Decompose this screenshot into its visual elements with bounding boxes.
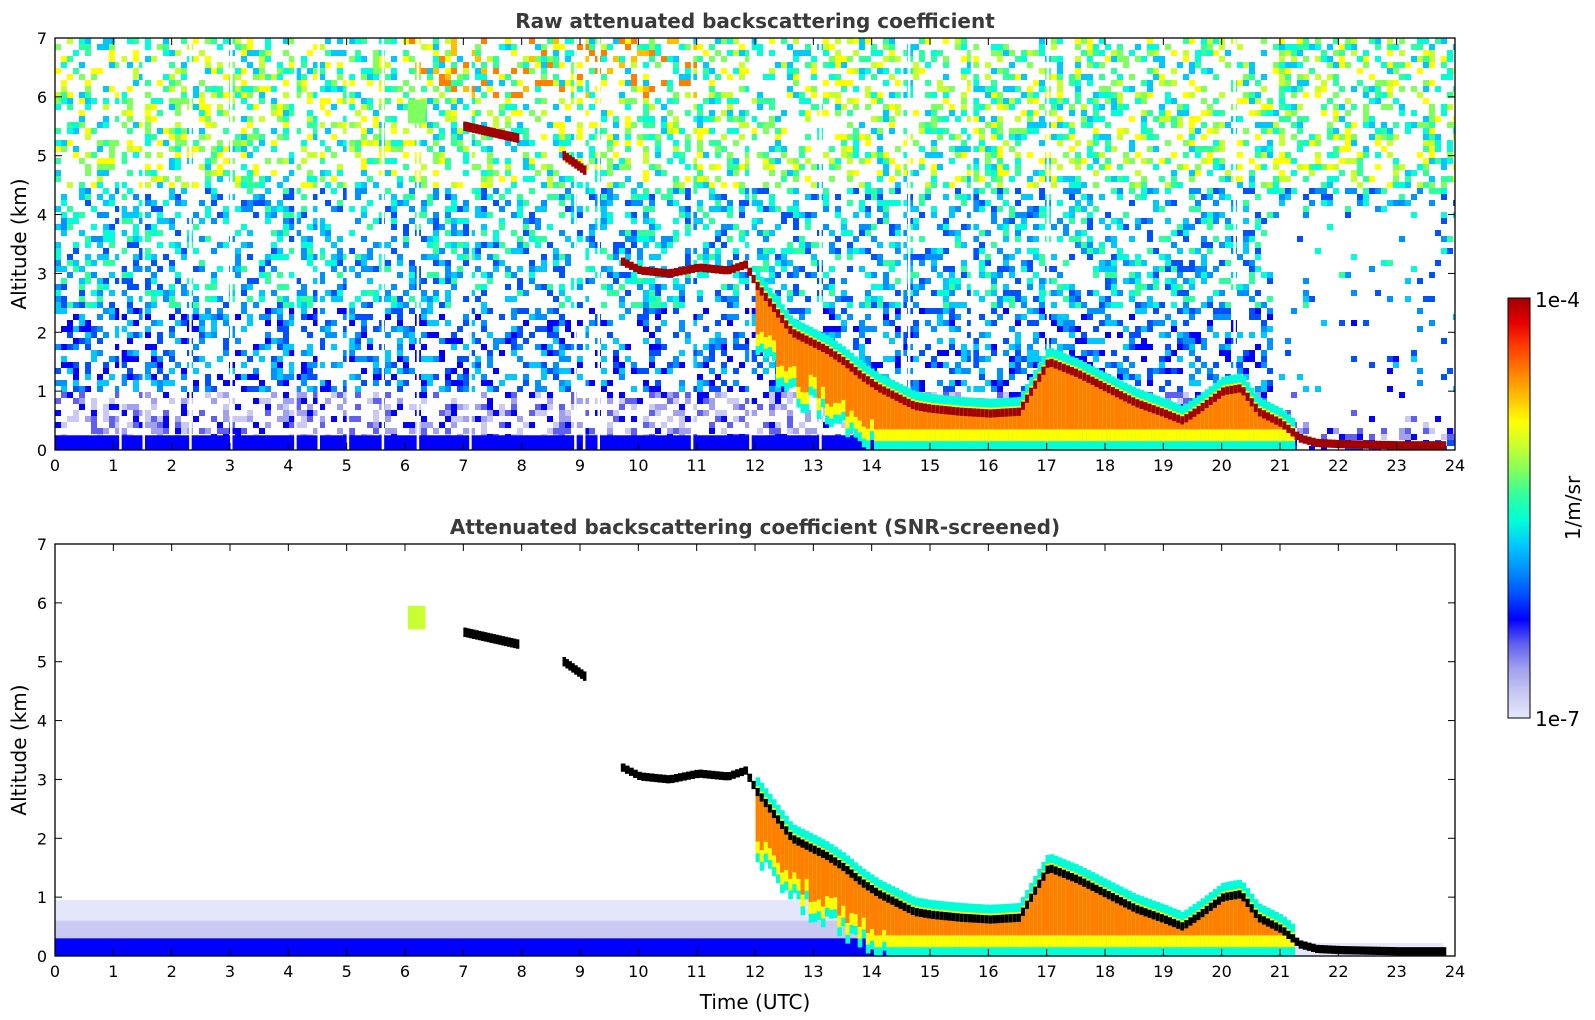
x-tick-label: 15 [920,456,940,475]
y-tick-label: 1 [37,888,47,907]
x-axis-label: Time (UTC) [699,990,811,1014]
x-tick-label: 2 [167,456,177,475]
x-tick-label: 14 [861,456,881,475]
y-tick-label: 0 [37,947,47,966]
x-tick-label: 6 [400,962,410,981]
y-tick-label: 3 [37,264,47,283]
y-tick-label: 0 [37,441,47,460]
x-tick-label: 8 [517,456,527,475]
y-tick-label: 5 [37,147,47,166]
x-tick-label: 8 [517,962,527,981]
x-tick-label: 20 [1211,962,1231,981]
y-tick-label: 6 [37,88,47,107]
raw-panel-title: Raw attenuated backscattering coefficien… [515,9,995,33]
colorbar-unit-label: 1/m/sr [1561,475,1585,540]
x-tick-label: 5 [342,962,352,981]
x-tick-label: 21 [1270,456,1290,475]
screened-backscatter-panel: Attenuated backscattering coefficient (S… [7,515,1465,1014]
x-tick-label: 22 [1328,456,1348,475]
x-tick-label: 21 [1270,962,1290,981]
x-tick-label: 0 [50,962,60,981]
x-tick-label: 3 [225,456,235,475]
x-tick-label: 3 [225,962,235,981]
x-tick-label: 18 [1095,962,1115,981]
x-tick-label: 4 [283,456,293,475]
x-tick-label: 7 [458,456,468,475]
x-tick-label: 22 [1328,962,1348,981]
y-tick-label: 2 [37,829,47,848]
y-tick-label: 7 [37,29,47,48]
raw-y-axis-label: Altitude (km) [7,178,31,309]
x-tick-label: 9 [575,456,585,475]
x-tick-label: 12 [745,962,765,981]
x-tick-label: 1 [108,962,118,981]
y-tick-label: 3 [37,770,47,789]
colorbar-min-label: 1e-7 [1535,707,1580,731]
raw-y-axis: 0 1 2 3 4 5 6 7 [37,29,1455,460]
x-tick-label: 13 [803,962,823,981]
raw-heatmap-area [55,38,1455,450]
x-tick-label: 7 [458,962,468,981]
y-tick-label: 4 [37,206,47,225]
raw-backscatter-panel: Raw attenuated backscattering coefficien… [7,9,1465,475]
colorbar-gradient [1507,297,1531,719]
x-tick-label: 5 [342,456,352,475]
x-tick-label: 1 [108,456,118,475]
x-tick-label: 17 [1036,962,1056,981]
x-tick-label: 16 [978,962,998,981]
x-tick-label: 11 [686,962,706,981]
x-tick-label: 23 [1386,962,1406,981]
y-tick-label: 7 [37,535,47,554]
x-tick-label: 15 [920,962,940,981]
colorbar-max-label: 1e-4 [1535,288,1580,312]
x-tick-label: 18 [1095,456,1115,475]
x-tick-label: 4 [283,962,293,981]
screened-y-axis: 0 1 2 3 4 5 6 7 [37,535,1455,966]
screened-y-axis-label: Altitude (km) [7,684,31,815]
x-tick-label: 23 [1386,456,1406,475]
screened-x-axis: 0 1 2 3 4 5 6 7 8 9 10 11 12 13 14 15 16 17 18 19 20 21 22 23 24 [50,544,1465,981]
x-tick-label: 14 [861,962,881,981]
y-tick-label: 5 [37,653,47,672]
y-tick-label: 6 [37,594,47,613]
x-tick-label: 16 [978,456,998,475]
x-tick-label: 19 [1153,962,1173,981]
y-tick-label: 1 [37,382,47,401]
x-tick-label: 24 [1445,962,1465,981]
x-tick-label: 19 [1153,456,1173,475]
x-tick-label: 20 [1211,456,1231,475]
raw-x-axis: 0 1 2 3 4 5 6 7 8 9 10 11 12 13 14 15 16 17 18 19 20 21 22 23 24 [50,38,1465,475]
x-tick-label: 24 [1445,456,1465,475]
x-tick-label: 10 [628,962,648,981]
x-tick-label: 9 [575,962,585,981]
x-tick-label: 11 [686,456,706,475]
x-tick-label: 6 [400,456,410,475]
colorbar: 1e-4 1e-7 1/m/sr [1507,288,1585,731]
y-tick-label: 2 [37,323,47,342]
x-tick-label: 10 [628,456,648,475]
screened-panel-title: Attenuated backscattering coefficient (S… [450,515,1060,539]
x-tick-label: 12 [745,456,765,475]
y-tick-label: 4 [37,712,47,731]
x-tick-label: 17 [1036,456,1056,475]
screened-heatmap-area [55,605,1447,956]
x-tick-label: 2 [167,962,177,981]
x-tick-label: 0 [50,456,60,475]
x-tick-label: 13 [803,456,823,475]
